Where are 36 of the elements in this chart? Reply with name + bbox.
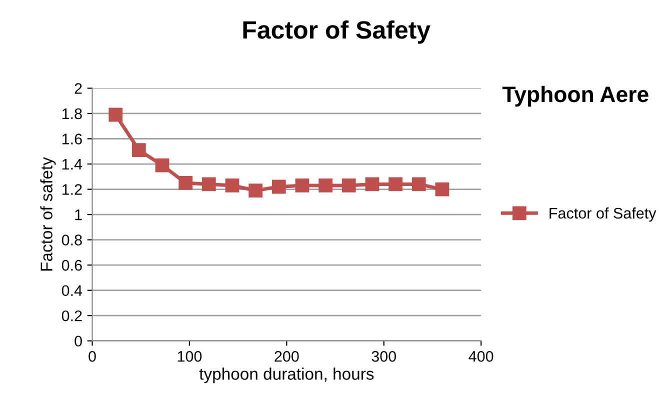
y-tick-label: 0.6 — [62, 260, 82, 271]
text: Typhoon Aere — [502, 86, 648, 107]
point — [342, 178, 356, 192]
point — [132, 143, 146, 158]
chart-title: Factor of Safety — [243, 20, 430, 44]
point — [272, 180, 286, 194]
y-tick-label: 1 — [75, 210, 82, 220]
y-tick-label: 2 — [74, 83, 82, 94]
y-tick-label: 1.4 — [62, 159, 82, 170]
point — [178, 176, 193, 190]
point — [388, 177, 402, 192]
point — [108, 108, 123, 122]
y-tick-label: 0 — [74, 336, 82, 347]
point — [155, 158, 170, 172]
point — [202, 177, 216, 192]
legend-label: Factor of Safety — [550, 207, 656, 222]
x-tick-label: 300 — [372, 350, 396, 362]
y-tick-label: 1.2 — [62, 184, 82, 195]
y-tick-label: 1.6 — [62, 134, 82, 144]
point — [295, 178, 310, 192]
y-axis-title: Factor of safety — [40, 157, 56, 271]
x-tick-label: 400 — [468, 350, 494, 362]
point — [318, 178, 332, 192]
y-tick-label: 1.8 — [62, 108, 82, 120]
x-tick-label: 0 — [88, 350, 96, 362]
point — [365, 177, 380, 192]
point — [412, 177, 426, 192]
y-tick-label: 0.8 — [62, 234, 82, 246]
y-tick-label: 0.2 — [62, 310, 82, 322]
x-tick-label: 200 — [274, 350, 299, 362]
x-axis-title: typhoon duration, hours — [199, 368, 374, 384]
point — [248, 184, 263, 198]
x-tick-label: 100 — [178, 350, 202, 362]
y-tick-label: 0.4 — [62, 285, 82, 296]
point — [435, 182, 450, 196]
point — [225, 178, 240, 192]
